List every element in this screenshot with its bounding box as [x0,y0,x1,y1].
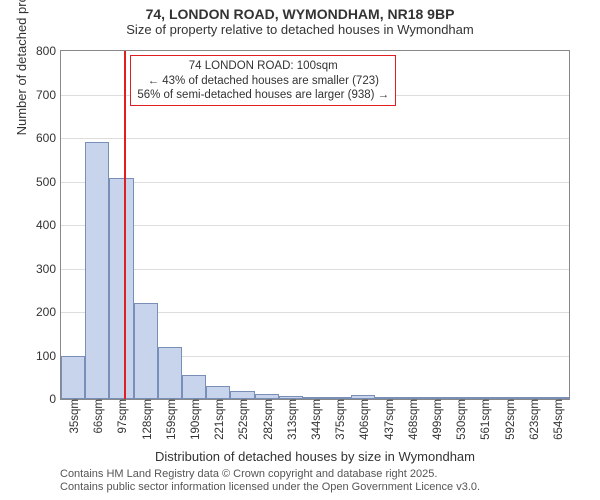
x-tick-label: 437sqm [380,399,396,440]
grid-line [61,182,569,183]
chart-title-line2: Size of property relative to detached ho… [0,22,600,41]
x-tick-label: 623sqm [525,399,541,440]
y-tick-label: 0 [49,392,61,406]
y-tick-label: 500 [36,175,61,189]
y-axis-label: Number of detached properties [14,0,29,135]
y-tick-label: 700 [36,88,61,102]
y-tick-label: 100 [36,349,61,363]
grid-line [61,269,569,270]
footer-line1: Contains HM Land Registry data © Crown c… [60,468,480,481]
annotation-box: 74 LONDON ROAD: 100sqm← 43% of detached … [130,55,396,106]
y-tick-label: 400 [36,218,61,232]
x-tick-label: 190sqm [186,399,202,440]
histogram-bar [230,391,254,399]
y-tick-label: 300 [36,262,61,276]
x-tick-label: 375sqm [331,399,347,440]
histogram-bar [134,303,158,399]
x-tick-label: 406sqm [355,399,371,440]
x-tick-label: 344sqm [307,399,323,440]
x-tick-label: 592sqm [501,399,517,440]
histogram-bar [158,347,182,399]
histogram-bar [206,386,230,399]
annotation-line2: ← 43% of detached houses are smaller (72… [137,74,389,88]
x-tick-label: 499sqm [428,399,444,440]
grid-line [61,138,569,139]
x-tick-label: 282sqm [259,399,275,440]
x-tick-label: 159sqm [162,399,178,440]
footer-line2: Contains public sector information licen… [60,481,480,494]
histogram-bar [85,142,109,399]
x-tick-label: 66sqm [89,399,105,434]
x-tick-label: 654sqm [549,399,565,440]
footer-attribution: Contains HM Land Registry data © Crown c… [60,468,480,494]
histogram-bar [61,356,85,400]
x-tick-label: 97sqm [113,399,129,434]
plot-area: 010020030040050060070080035sqm66sqm97sqm… [60,50,570,400]
x-axis-label: Distribution of detached houses by size … [61,449,569,464]
grid-line [61,225,569,226]
x-tick-label: 35sqm [65,399,81,434]
x-tick-label: 221sqm [210,399,226,440]
chart-container: 74, LONDON ROAD, WYMONDHAM, NR18 9BP Siz… [0,0,600,500]
x-tick-label: 252sqm [234,399,250,440]
reference-line [124,51,126,399]
x-tick-label: 468sqm [404,399,420,440]
histogram-bar [109,178,133,399]
annotation-line1: 74 LONDON ROAD: 100sqm [137,59,389,73]
y-tick-label: 800 [36,44,61,58]
y-tick-label: 200 [36,305,61,319]
x-tick-label: 313sqm [283,399,299,440]
y-tick-label: 600 [36,131,61,145]
x-tick-label: 530sqm [452,399,468,440]
x-tick-label: 561sqm [476,399,492,440]
annotation-line3: 56% of semi-detached houses are larger (… [137,88,389,102]
chart-title-line1: 74, LONDON ROAD, WYMONDHAM, NR18 9BP [0,0,600,22]
x-tick-label: 128sqm [138,399,154,440]
histogram-bar [182,375,206,399]
